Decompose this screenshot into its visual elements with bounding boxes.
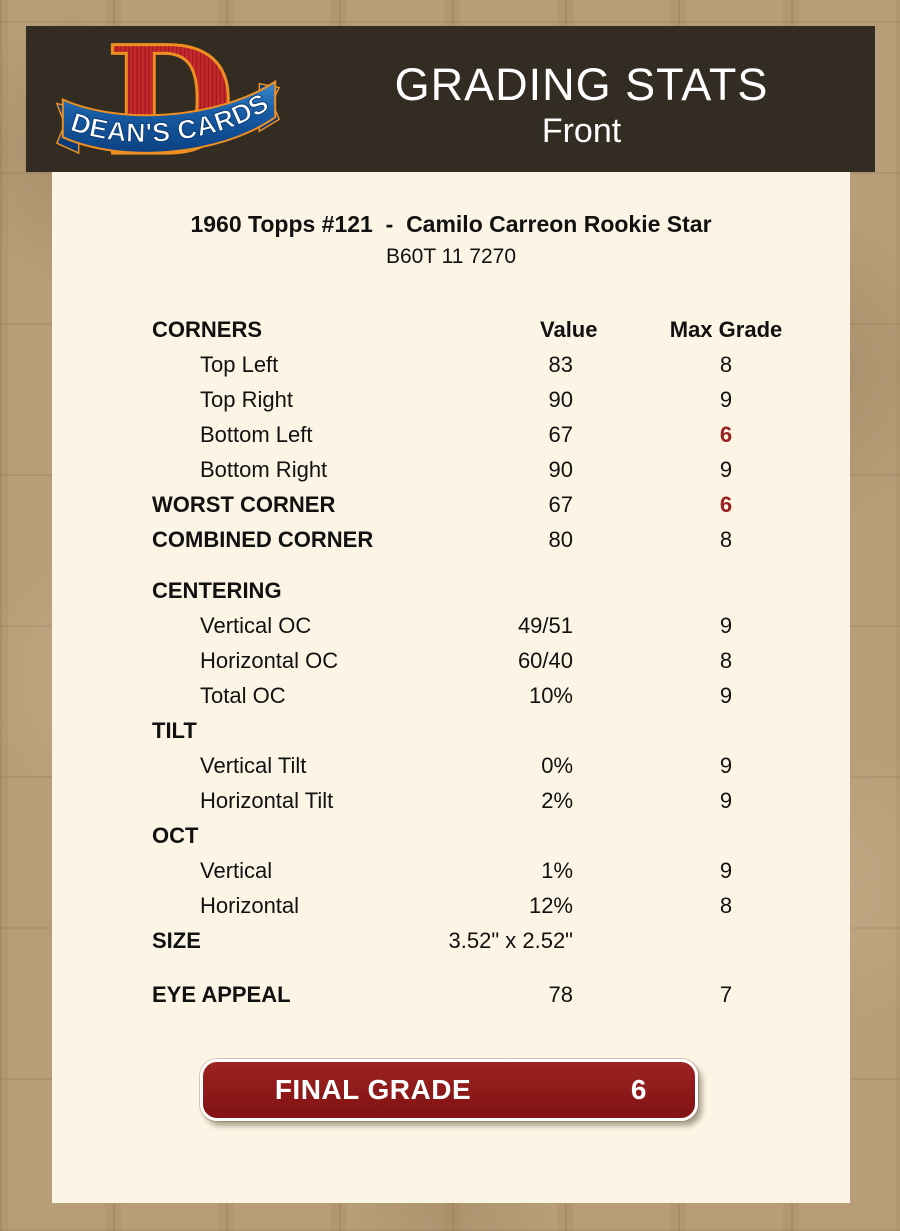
row-value [420,713,573,748]
section-label: CENTERING [152,578,282,603]
row-max-grade-highlight: 6 [719,492,733,517]
row-value: 90 [548,387,573,412]
row-value: 60/40 [517,648,573,673]
table-row-bottom-right: Bottom Right 90 9 [152,452,850,487]
column-header-max-grade: Max Grade [669,317,783,342]
final-grade-label: FINAL GRADE [274,1074,472,1105]
table-row-tilt: TILT [152,713,850,748]
row-label: WORST CORNER [152,492,336,517]
row-max-grade: 9 [719,613,733,638]
card-code: B60T 11 7270 [386,245,516,268]
row-label: COMBINED CORNER [152,527,374,552]
row-max-grade [573,923,801,958]
row-max-grade: 9 [719,683,733,708]
row-max-grade: 8 [719,527,733,552]
report-panel: 1960 Topps #121 - Camilo Carreon Rookie … [52,172,850,1203]
row-label: EYE APPEAL [152,982,291,1007]
row-value: 0% [541,753,573,778]
page-title: GRADING STATS [394,59,769,110]
table-row-worst-corner: WORST CORNER 67 6 [152,487,850,522]
table-row-vertical-tilt: Vertical Tilt 0% 9 [152,748,850,783]
table-row-centering: CENTERING [152,573,850,608]
row-label: Horizontal Tilt [200,788,334,813]
row-value: 80 [548,527,573,552]
row-value: 78 [548,982,573,1007]
row-value: 67 [548,492,573,517]
row-label: Bottom Right [200,457,328,482]
table-row-horizontal-tilt: Horizontal Tilt 2% 9 [152,783,850,818]
row-value: 83 [548,352,573,377]
table-row-oct-horizontal: Horizontal 12% 8 [152,888,850,923]
table-header-row: CORNERS Value Max Grade [152,312,850,347]
row-value: 1% [541,858,573,883]
final-grade-value: 6 [630,1074,647,1105]
row-label: Horizontal OC [200,648,339,673]
row-label: Vertical OC [200,613,312,638]
row-label: Total OC [200,683,286,708]
section-gap [152,557,850,573]
row-label: SIZE [152,928,201,953]
row-max-grade [573,573,801,608]
logo-ribbon-band [61,79,277,154]
table-row-combined-corner: COMBINED CORNER 80 8 [152,522,850,557]
row-max-grade: 9 [719,387,733,412]
final-grade-button[interactable]: FINAL GRADE 6 [200,1059,698,1121]
table-row-size: SIZE 3.52" x 2.52" [152,923,850,958]
table-row-horizontal-oc: Horizontal OC 60/40 8 [152,643,850,678]
table-row-total-oc: Total OC 10% 9 [152,678,850,713]
row-max-grade [573,713,801,748]
row-value: 90 [548,457,573,482]
table-row-eye-appeal: EYE APPEAL 78 7 [152,977,850,1012]
row-value: 49/51 [517,613,573,638]
header-titles: GRADING STATS Front [288,46,875,152]
row-value [420,573,573,608]
row-max-grade: 8 [719,648,733,673]
row-label: Vertical [200,858,273,883]
section-corners: CORNERS [152,317,263,342]
row-max-grade [573,818,801,853]
row-max-grade: 9 [719,858,733,883]
page-subtitle: Front [541,112,622,150]
table-row-bottom-left: Bottom Left 67 6 [152,417,850,452]
row-max-grade: 7 [719,982,733,1007]
row-label: Vertical Tilt [200,753,307,778]
row-label: Top Left [200,352,279,377]
row-max-grade: 9 [719,457,733,482]
row-max-grade: 9 [719,753,733,778]
table-row-oct: OCT [152,818,850,853]
column-header-value: Value [540,317,598,342]
row-value: 3.52" x 2.52" [448,928,573,953]
table-row-top-right: Top Right 90 9 [152,382,850,417]
row-max-grade-highlight: 6 [719,422,733,447]
row-label: Top Right [200,387,293,412]
row-value: 67 [548,422,573,447]
row-label: Bottom Left [200,422,313,447]
row-value [420,818,573,853]
table-row-vertical-oc: Vertical OC 49/51 9 [152,608,850,643]
section-gap [152,958,850,977]
row-max-grade: 8 [719,352,733,377]
row-value: 2% [541,788,573,813]
stats-table: CORNERS Value Max Grade Top Left 83 8 To… [152,312,850,1012]
section-label: TILT [152,718,197,743]
section-label: OCT [152,823,199,848]
row-value: 12% [528,893,573,918]
card-title: 1960 Topps #121 - Camilo Carreon Rookie … [190,211,712,237]
header-bar: D DEAN'S CARDS GRADING STATS Front [26,26,875,172]
row-value: 10% [528,683,573,708]
deans-cards-logo: D DEAN'S CARDS [55,32,281,166]
table-row-top-left: Top Left 83 8 [152,347,850,382]
row-max-grade: 8 [719,893,733,918]
row-label: Horizontal [200,893,300,918]
row-max-grade: 9 [719,788,733,813]
table-row-oct-vertical: Vertical 1% 9 [152,853,850,888]
